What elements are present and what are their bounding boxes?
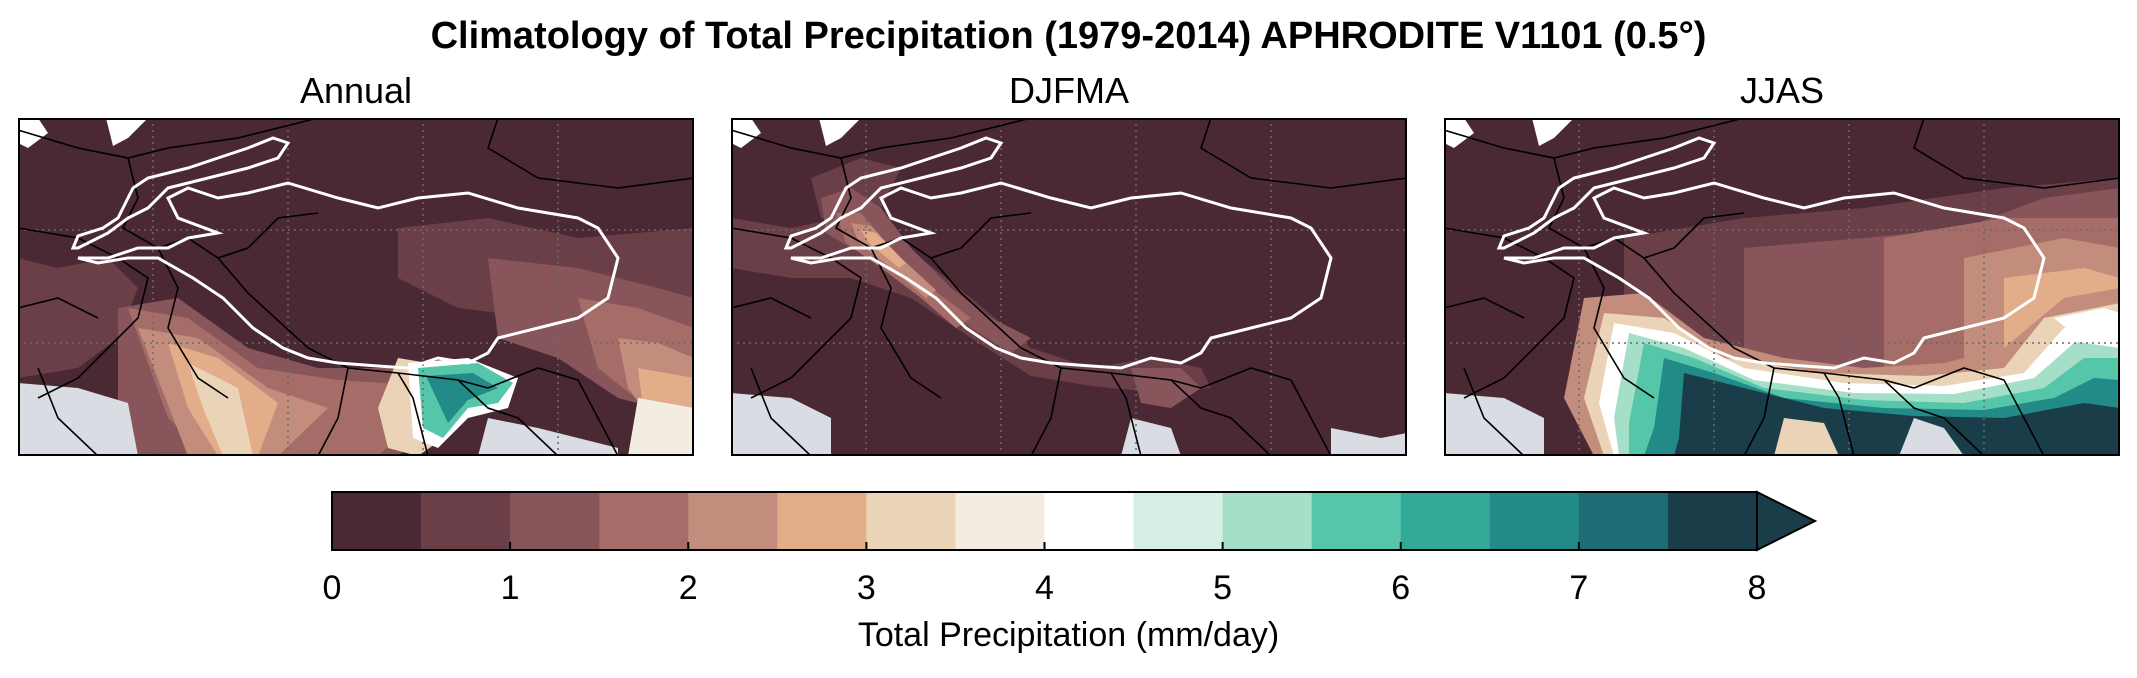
lat-lon-grid	[731, 118, 1407, 456]
colorbar-tick-label: 1	[500, 569, 520, 607]
panel-title-djfma: DJFMA	[1009, 70, 1129, 111]
ocean	[731, 393, 831, 456]
ocean	[106, 118, 148, 146]
ocean	[478, 418, 618, 456]
colorbar-extend-arrow	[1756, 490, 1818, 552]
ocean	[1899, 418, 1964, 456]
panel-frame	[1444, 118, 2120, 456]
annual-map	[18, 118, 694, 456]
lat-lon-grid	[18, 118, 694, 456]
colorbar-tick-label: 0	[322, 569, 342, 607]
terrain-contour-west	[783, 136, 1004, 250]
colorbar-tick-label: 2	[678, 569, 698, 607]
colorbar-swatch	[421, 492, 511, 550]
panel-frame	[731, 118, 1407, 456]
figure-title: Climatology of Total Precipitation (1979…	[430, 15, 1707, 57]
ocean	[1444, 393, 1544, 456]
colorbar-swatch	[1489, 492, 1580, 550]
ocean	[1121, 418, 1181, 456]
panel-title-annual: Annual	[299, 70, 413, 111]
terrain-contour-plateau	[1503, 181, 2046, 370]
colorbar-swatch	[599, 492, 689, 550]
colorbar-swatch	[1133, 492, 1224, 550]
colorbar-swatch	[688, 492, 778, 550]
terrain-contour-west	[70, 136, 291, 250]
no-data-region	[731, 118, 761, 148]
colorbar-tick-label: 3	[856, 569, 876, 607]
colorbar	[330, 490, 1820, 552]
djfma-map	[731, 118, 1407, 456]
panel-title-jjas: JJAS	[1739, 70, 1825, 111]
precip-region	[18, 258, 138, 378]
country-boundaries	[1444, 118, 2120, 456]
colorbar-swatch	[866, 492, 956, 550]
country-boundaries	[731, 118, 1407, 456]
base-fill	[731, 118, 1407, 456]
precip-region	[2054, 308, 2120, 348]
colorbar-swatch	[1400, 492, 1491, 550]
panel-frame	[18, 118, 694, 456]
colorbar-label: Total Precipitation (mm/day)	[857, 616, 1280, 654]
map-panel-jjas	[1444, 118, 2120, 456]
colorbar-swatch	[1667, 492, 1758, 550]
colorbar-tick-label: 8	[1747, 569, 1767, 607]
colorbar-tick-label: 5	[1213, 569, 1233, 607]
map-panel-annual	[18, 118, 694, 456]
no-data-region	[1444, 118, 1474, 148]
colorbar-swatch	[955, 492, 1045, 550]
colorbar-swatch	[1222, 492, 1313, 550]
colorbar-swatch	[332, 492, 422, 550]
colorbar-swatch	[1311, 492, 1402, 550]
terrain-contour-west	[1496, 136, 1717, 250]
colorbar-tick-label: 6	[1391, 569, 1411, 607]
ocean	[1331, 428, 1407, 456]
terrain-contour-plateau	[790, 181, 1333, 370]
ocean	[1532, 118, 1574, 146]
ocean	[18, 383, 138, 456]
map-panel-djfma	[731, 118, 1407, 456]
terrain-contour-plateau	[77, 181, 620, 370]
colorbar-tick-label: 4	[1035, 569, 1054, 607]
precip-region	[188, 363, 253, 456]
colorbar-swatch	[1578, 492, 1669, 550]
precip-region	[628, 398, 694, 456]
precip-region	[861, 230, 906, 268]
lat-lon-grid	[1444, 118, 2120, 456]
jjas-map	[1444, 118, 2120, 456]
colorbar-tick-label: 7	[1569, 569, 1589, 607]
precip-region	[1774, 418, 1839, 456]
colorbar-swatch	[510, 492, 600, 550]
colorbar-swatch	[777, 492, 867, 550]
ocean	[819, 118, 861, 146]
no-data-region	[18, 118, 48, 148]
colorbar-swatches	[331, 490, 1818, 552]
colorbar-swatch	[1044, 492, 1135, 550]
